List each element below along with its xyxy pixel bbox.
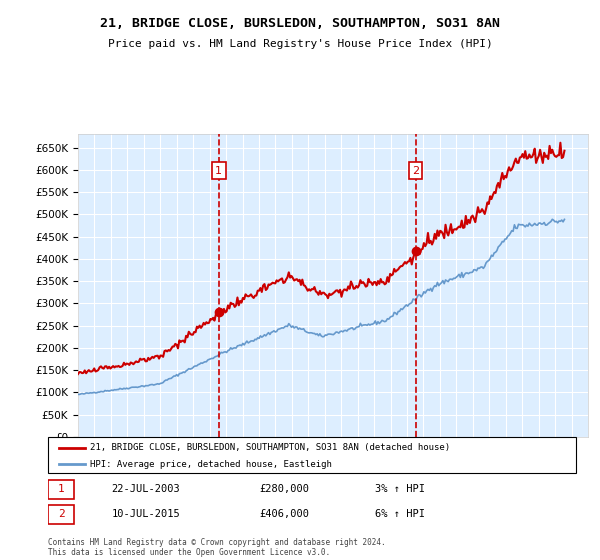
- Text: HPI: Average price, detached house, Eastleigh: HPI: Average price, detached house, East…: [90, 460, 332, 469]
- Text: 6% ↑ HPI: 6% ↑ HPI: [376, 509, 425, 519]
- Text: 1: 1: [215, 166, 222, 176]
- Text: 2: 2: [58, 509, 65, 519]
- Text: £280,000: £280,000: [259, 484, 309, 494]
- Text: 1: 1: [58, 484, 65, 494]
- Text: 2: 2: [412, 166, 419, 176]
- Text: 21, BRIDGE CLOSE, BURSLEDON, SOUTHAMPTON, SO31 8AN: 21, BRIDGE CLOSE, BURSLEDON, SOUTHAMPTON…: [100, 17, 500, 30]
- Text: 10-JUL-2015: 10-JUL-2015: [112, 509, 180, 519]
- Text: 22-JUL-2003: 22-JUL-2003: [112, 484, 180, 494]
- FancyBboxPatch shape: [48, 505, 74, 524]
- Text: Contains HM Land Registry data © Crown copyright and database right 2024.
This d: Contains HM Land Registry data © Crown c…: [48, 538, 386, 557]
- FancyBboxPatch shape: [48, 437, 576, 473]
- Text: Price paid vs. HM Land Registry's House Price Index (HPI): Price paid vs. HM Land Registry's House …: [107, 39, 493, 49]
- FancyBboxPatch shape: [48, 479, 74, 498]
- Text: 21, BRIDGE CLOSE, BURSLEDON, SOUTHAMPTON, SO31 8AN (detached house): 21, BRIDGE CLOSE, BURSLEDON, SOUTHAMPTON…: [90, 443, 451, 452]
- Text: £406,000: £406,000: [259, 509, 309, 519]
- Text: 3% ↑ HPI: 3% ↑ HPI: [376, 484, 425, 494]
